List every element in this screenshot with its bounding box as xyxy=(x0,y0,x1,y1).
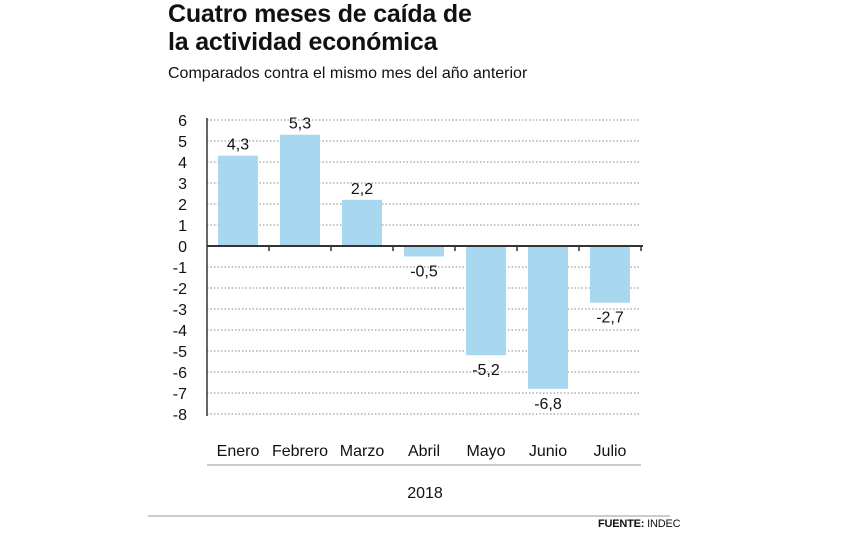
y-tick-label: 1 xyxy=(178,218,187,235)
bar-junio xyxy=(528,246,568,389)
y-tick-label: -8 xyxy=(173,407,187,424)
data-label: -0,5 xyxy=(410,264,438,281)
data-label: -2,7 xyxy=(596,310,624,327)
y-tick-label: 0 xyxy=(178,239,187,256)
y-tick-label: -5 xyxy=(173,344,187,361)
bar-julio xyxy=(590,246,630,303)
source-value: INDEC xyxy=(647,518,681,530)
x-tick-label: Abril xyxy=(408,443,440,460)
data-label: 2,2 xyxy=(351,181,373,198)
data-label: -5,2 xyxy=(472,362,500,379)
title-line-2: la actividad económica xyxy=(168,28,438,56)
x-tick-label: Julio xyxy=(594,443,627,460)
x-tick-label: Mayo xyxy=(466,443,505,460)
y-tick-labels: 6 5 4 3 2 1 0 -1 -2 -3 -4 -5 -6 -7 -8 xyxy=(173,113,187,424)
data-labels: 4,3 5,3 2,2 -0,5 -5,2 -6,8 -2,7 xyxy=(227,116,624,413)
y-tick-label: -3 xyxy=(173,302,187,319)
y-tick-label: -4 xyxy=(173,323,187,340)
data-label: 4,3 xyxy=(227,137,249,154)
x-tick-label: Junio xyxy=(529,443,567,460)
x-tick-label: Febrero xyxy=(272,443,328,460)
bar-marzo xyxy=(342,199,382,246)
data-label: -6,8 xyxy=(534,396,562,413)
title-line-1: Cuatro meses de caída de xyxy=(168,0,472,28)
x-axis-title: 2018 xyxy=(407,485,443,502)
bar-enero xyxy=(218,155,258,246)
axes xyxy=(206,118,643,466)
y-tick-label: 4 xyxy=(178,155,187,172)
chart-subtitle: Comparados contra el mismo mes del año a… xyxy=(168,65,528,82)
source-label: FUENTE: xyxy=(598,518,645,530)
x-tick-label: Enero xyxy=(217,443,260,460)
y-tick-label: 6 xyxy=(178,113,187,130)
y-tick-label: -6 xyxy=(173,365,187,382)
y-tick-label: -1 xyxy=(173,260,187,277)
x-tick-label: Marzo xyxy=(340,443,385,460)
bars xyxy=(218,134,630,389)
x-tick-labels: Enero Febrero Marzo Abril Mayo Junio Julio xyxy=(217,443,627,460)
y-tick-label: -2 xyxy=(173,281,187,298)
bar-mayo xyxy=(466,246,506,356)
y-tick-label: -7 xyxy=(173,386,187,403)
y-tick-label: 2 xyxy=(178,197,187,214)
chart-title: Cuatro meses de caída de la actividad ec… xyxy=(168,0,472,56)
bar-abril xyxy=(404,246,444,257)
data-label: 5,3 xyxy=(289,116,311,133)
y-tick-label: 3 xyxy=(178,176,187,193)
gridlines xyxy=(207,119,641,415)
bar-febrero xyxy=(280,134,320,246)
y-tick-label: 5 xyxy=(178,134,187,151)
source-note: FUENTE: INDEC xyxy=(598,518,681,530)
